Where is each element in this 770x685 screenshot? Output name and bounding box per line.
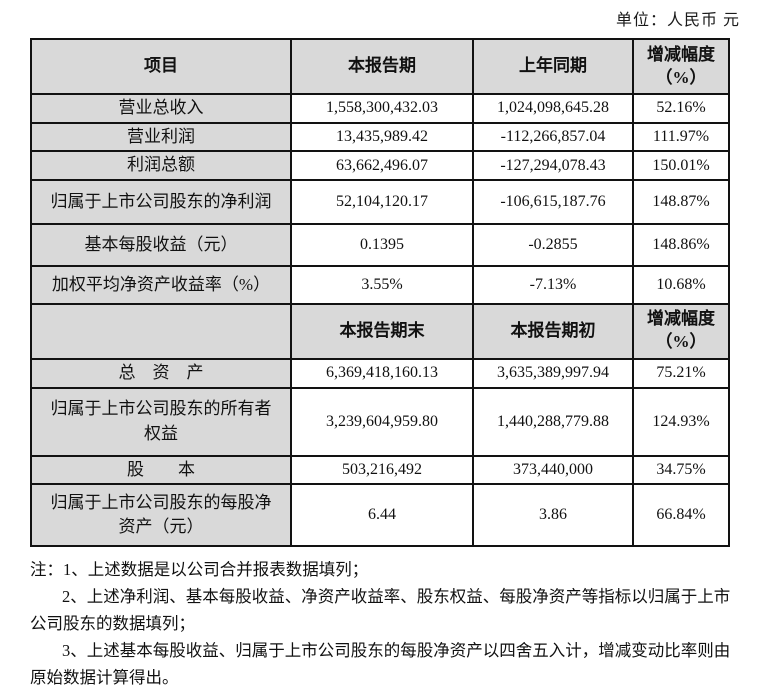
row-label: 总 资 产 — [30, 357, 292, 389]
financial-summary-table: 项目 本报告期 上年同期 增减幅度 （%） 营业总收入 1,558,300,43… — [30, 38, 730, 548]
row-label: 股 本 — [30, 454, 292, 486]
header-change-pct: 增减幅度 （%） — [632, 38, 730, 95]
value-prior-period: -0.2855 — [472, 222, 634, 267]
value-current-period: 63,662,496.07 — [290, 150, 474, 181]
footnote-2: 2、上述净利润、基本每股收益、净资产收益率、股东权益、每股净资产等指标以归属于上… — [30, 587, 731, 633]
value-change-pct: 111.97% — [632, 121, 730, 153]
value-current-period: 1,558,300,432.03 — [290, 93, 474, 124]
header-item-blank — [30, 302, 292, 360]
value-change-pct: 148.86% — [632, 222, 730, 267]
value-current-period: 52,104,120.17 — [290, 178, 474, 225]
value-change-pct: 124.93% — [632, 386, 730, 457]
table-row: 归属于上市公司股东的所有者权益 3,239,604,959.80 1,440,2… — [30, 386, 730, 457]
header-period-begin: 本报告期初 — [472, 302, 634, 360]
value-change-pct: 148.87% — [632, 178, 730, 225]
value-prior-period: -127,294,078.43 — [472, 150, 634, 181]
value-change-pct: 34.75% — [632, 454, 730, 486]
value-period-end: 503,216,492 — [290, 454, 474, 486]
value-change-pct: 52.16% — [632, 93, 730, 124]
value-period-begin: 3,635,389,997.94 — [472, 357, 634, 389]
table-row: 加权平均净资产收益率（%） 3.55% -7.13% 10.68% — [30, 264, 730, 305]
row-label: 归属于上市公司股东的每股净资产（元） — [30, 483, 292, 548]
value-period-end: 6,369,418,160.13 — [290, 357, 474, 389]
value-period-begin: 3.86 — [472, 483, 634, 548]
row-label: 营业利润 — [30, 121, 292, 153]
table-row: 利润总额 63,662,496.07 -127,294,078.43 150.0… — [30, 150, 730, 181]
table-row: 股 本 503,216,492 373,440,000 34.75% — [30, 454, 730, 486]
row-label: 营业总收入 — [30, 93, 292, 124]
footnote-1: 注：1、上述数据是以公司合并报表数据填列； — [30, 560, 369, 579]
value-current-period: 3.55% — [290, 264, 474, 305]
table-header-balance: 本报告期末 本报告期初 增减幅度 （%） — [30, 302, 730, 360]
value-change-pct: 10.68% — [632, 264, 730, 305]
value-change-pct: 75.21% — [632, 357, 730, 389]
row-label: 加权平均净资产收益率（%） — [30, 264, 292, 305]
header-period-end: 本报告期末 — [290, 302, 474, 360]
header-item: 项目 — [30, 38, 292, 95]
value-period-end: 3,239,604,959.80 — [290, 386, 474, 457]
table-row: 归属于上市公司股东的每股净资产（元） 6.44 3.86 66.84% — [30, 483, 730, 548]
row-label: 基本每股收益（元） — [30, 222, 292, 267]
row-label: 利润总额 — [30, 150, 292, 181]
unit-label: 单位：人民币 元 — [615, 12, 740, 29]
table-row: 归属于上市公司股东的净利润 52,104,120.17 -106,615,187… — [30, 178, 730, 225]
value-current-period: 0.1395 — [290, 222, 474, 267]
row-label: 归属于上市公司股东的所有者权益 — [30, 386, 292, 457]
value-current-period: 13,435,989.42 — [290, 121, 474, 153]
header-prior-period: 上年同期 — [472, 38, 634, 95]
header-current-period: 本报告期 — [290, 38, 474, 95]
table-row: 总 资 产 6,369,418,160.13 3,635,389,997.94 … — [30, 357, 730, 389]
value-period-end: 6.44 — [290, 483, 474, 548]
value-period-begin: 373,440,000 — [472, 454, 634, 486]
table-row: 基本每股收益（元） 0.1395 -0.2855 148.86% — [30, 222, 730, 267]
value-change-pct: 150.01% — [632, 150, 730, 181]
value-prior-period: -7.13% — [472, 264, 634, 305]
value-period-begin: 1,440,288,779.88 — [472, 386, 634, 457]
header-change-pct: 增减幅度 （%） — [632, 302, 730, 360]
row-label: 归属于上市公司股东的净利润 — [30, 178, 292, 225]
table-row: 营业总收入 1,558,300,432.03 1,024,098,645.28 … — [30, 93, 730, 124]
value-prior-period: 1,024,098,645.28 — [472, 93, 634, 124]
footnotes: 注：1、上述数据是以公司合并报表数据填列； 2、上述净利润、基本每股收益、净资产… — [30, 556, 742, 685]
footnote-3: 3、上述基本每股收益、归属于上市公司股东的每股净资产以四舍五入计，增减变动比率则… — [30, 641, 731, 685]
value-prior-period: -112,266,857.04 — [472, 121, 634, 153]
value-change-pct: 66.84% — [632, 483, 730, 548]
value-prior-period: -106,615,187.76 — [472, 178, 634, 225]
table-header-period: 项目 本报告期 上年同期 增减幅度 （%） — [30, 38, 730, 95]
table-row: 营业利润 13,435,989.42 -112,266,857.04 111.9… — [30, 121, 730, 153]
